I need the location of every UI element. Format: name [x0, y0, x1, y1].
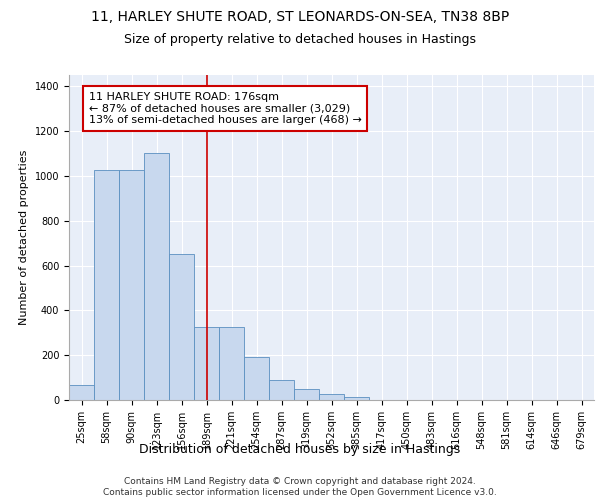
Text: 11, HARLEY SHUTE ROAD, ST LEONARDS-ON-SEA, TN38 8BP: 11, HARLEY SHUTE ROAD, ST LEONARDS-ON-SE…: [91, 10, 509, 24]
Text: Contains HM Land Registry data © Crown copyright and database right 2024.
Contai: Contains HM Land Registry data © Crown c…: [103, 478, 497, 497]
Bar: [144, 154, 169, 400]
Text: 11 HARLEY SHUTE ROAD: 176sqm
← 87% of detached houses are smaller (3,029)
13% of: 11 HARLEY SHUTE ROAD: 176sqm ← 87% of de…: [89, 92, 362, 125]
Bar: [169, 254, 194, 400]
Bar: [244, 358, 269, 400]
Text: Distribution of detached houses by size in Hastings: Distribution of detached houses by size …: [139, 442, 461, 456]
Text: Size of property relative to detached houses in Hastings: Size of property relative to detached ho…: [124, 32, 476, 46]
Bar: [69, 386, 94, 400]
Bar: [344, 396, 369, 400]
Y-axis label: Number of detached properties: Number of detached properties: [19, 150, 29, 325]
Bar: [319, 394, 344, 400]
Bar: [219, 327, 244, 400]
Bar: [194, 327, 219, 400]
Bar: [94, 170, 119, 400]
Bar: [119, 170, 144, 400]
Bar: [294, 389, 319, 400]
Bar: [269, 380, 294, 400]
